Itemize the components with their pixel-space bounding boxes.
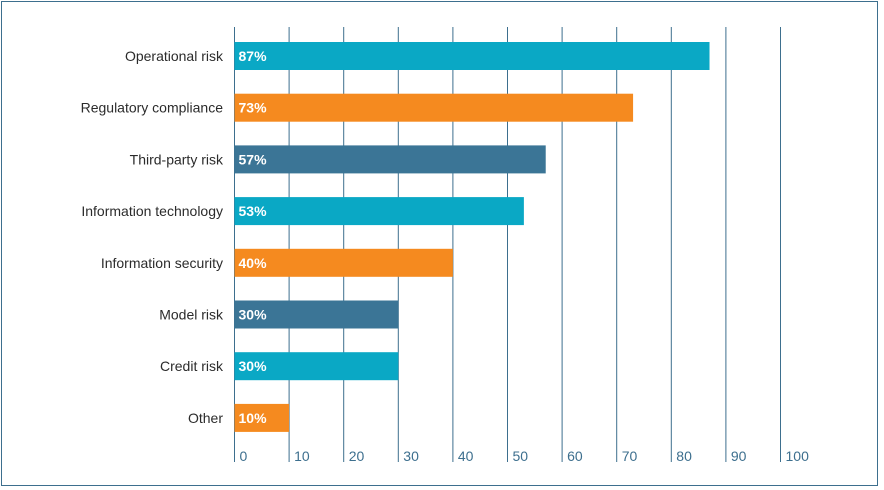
bar-0 [234, 42, 710, 70]
bar-4 [234, 248, 453, 277]
bar-value-label: 10% [239, 410, 268, 426]
bar-5 [234, 300, 399, 329]
bar-value-label: 73% [239, 100, 268, 116]
tick-labels: 0 10 20 30 40 50 60 70 80 90 100 [240, 448, 810, 464]
category-label: Model risk [159, 307, 224, 323]
x-tick-label: 40 [458, 448, 474, 464]
bar-value-label: 40% [239, 255, 268, 271]
x-tick-label: 50 [513, 448, 529, 464]
x-tick-label: 10 [294, 448, 310, 464]
bar-value-label: 53% [239, 203, 268, 219]
x-tick-label: 100 [786, 448, 810, 464]
bar-2 [234, 145, 546, 174]
category-labels: Operational risk Regulatory compliance Thi… [81, 48, 224, 426]
category-label: Credit risk [160, 358, 224, 374]
x-tick-label: 0 [240, 448, 248, 464]
x-tick-label: 20 [349, 448, 365, 464]
x-tick-label: 80 [676, 448, 692, 464]
x-tick-label: 30 [403, 448, 419, 464]
x-tick-label: 70 [622, 448, 638, 464]
category-label: Operational risk [125, 48, 224, 64]
bar-7 [234, 403, 290, 432]
bar-1 [234, 93, 634, 122]
category-label: Regulatory compliance [81, 100, 224, 116]
category-label: Information technology [81, 203, 223, 219]
category-label: Other [188, 410, 223, 426]
bars: 87% 73% 57% 53% 40% 30% 30% 10% [234, 42, 710, 432]
category-label: Information security [101, 255, 223, 271]
bar-value-label: 57% [239, 151, 268, 167]
bar-3 [234, 197, 524, 226]
x-tick-label: 60 [567, 448, 583, 464]
bar-value-label: 87% [239, 48, 268, 64]
bar-value-label: 30% [239, 358, 268, 374]
bar-6 [234, 352, 399, 381]
bar-value-label: 30% [239, 307, 268, 323]
category-label: Third-party risk [130, 151, 224, 167]
x-tick-label: 90 [731, 448, 747, 464]
grid-lines [234, 27, 781, 462]
